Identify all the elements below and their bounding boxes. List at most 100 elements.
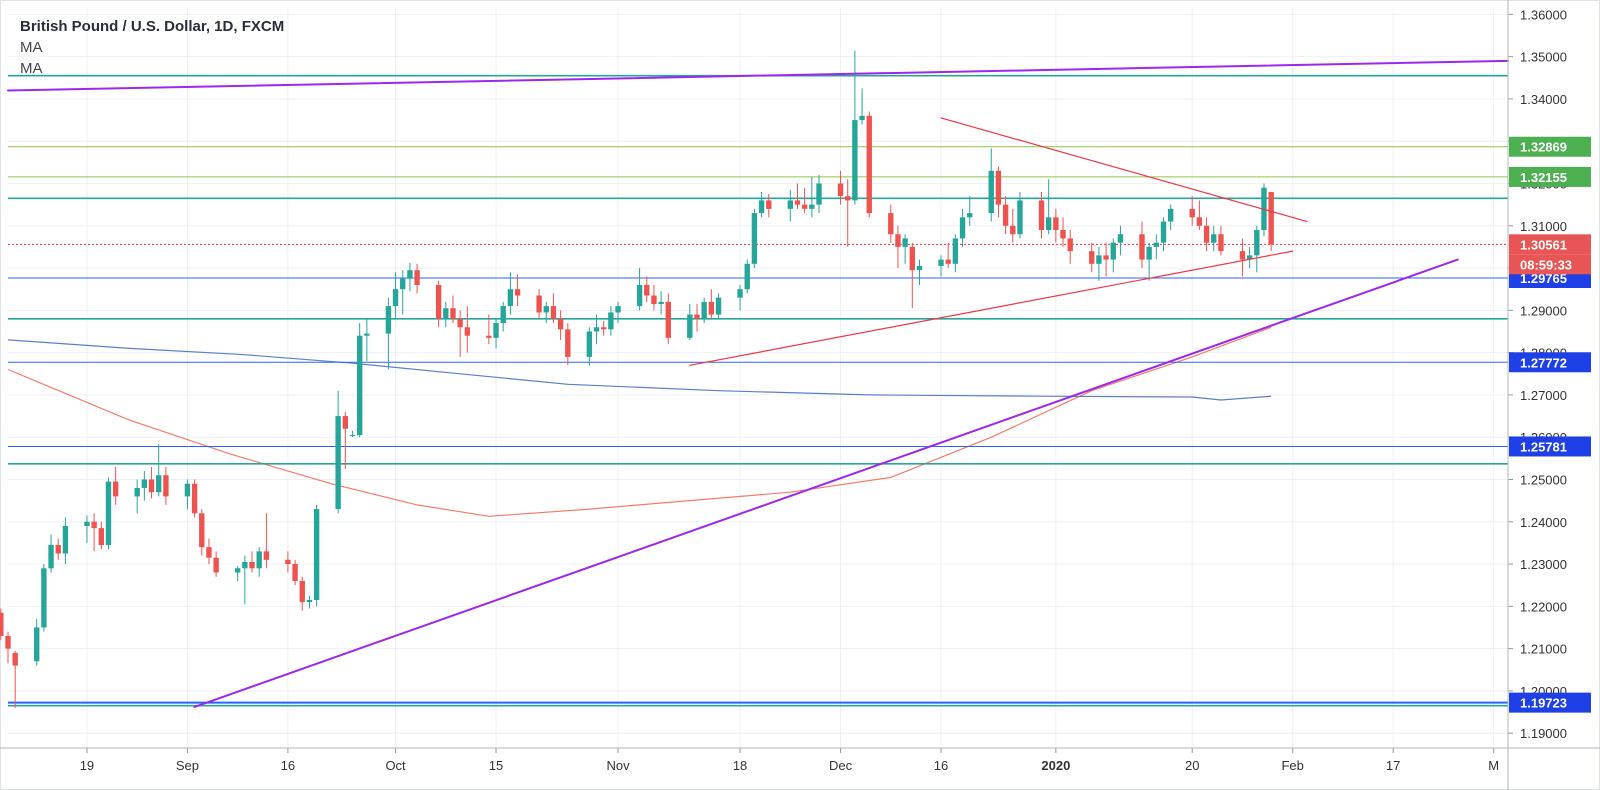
- candle-body: [909, 246, 915, 271]
- candle: [1254, 225, 1260, 273]
- moving-average-line: [7, 326, 1272, 517]
- countdown-box: [1509, 254, 1591, 275]
- candle: [234, 566, 241, 581]
- candle: [213, 551, 219, 577]
- candle: [938, 255, 944, 277]
- candle-body: [866, 115, 872, 214]
- candle-body: [356, 335, 363, 436]
- candle-body: [292, 564, 298, 581]
- candle: [665, 293, 671, 345]
- y-tick-label: 1.22000: [1520, 599, 1567, 614]
- candle: [457, 310, 463, 357]
- candle: [435, 280, 442, 328]
- candle-body: [1160, 221, 1167, 243]
- candle: [593, 314, 600, 345]
- candle-body: [701, 301, 707, 319]
- candle: [163, 466, 169, 505]
- x-tick-label: Dec: [829, 758, 853, 773]
- candle-body: [787, 200, 793, 209]
- candle-body: [163, 475, 169, 497]
- candle: [285, 551, 291, 573]
- candle: [895, 225, 901, 269]
- y-tick-label: 1.24000: [1520, 515, 1567, 530]
- candle: [959, 208, 966, 247]
- candle-body: [493, 323, 499, 338]
- candle: [902, 234, 908, 264]
- candle: [141, 471, 148, 501]
- candle: [256, 547, 262, 577]
- candle: [1089, 242, 1095, 273]
- price-label-text: 1.32869: [1520, 140, 1567, 155]
- candle-body: [256, 551, 262, 569]
- price-label-box: [1509, 436, 1591, 457]
- candle: [586, 327, 593, 366]
- candle-body: [593, 327, 600, 332]
- candle-body: [112, 481, 119, 497]
- candle: [91, 513, 97, 552]
- candle-body: [1045, 217, 1052, 230]
- candle-body: [1089, 251, 1095, 264]
- price-label-box: [1509, 166, 1591, 187]
- candle: [134, 479, 140, 514]
- chart-legend: British Pound / U.S. Dollar, 1D, FXCM MA…: [20, 16, 284, 79]
- candle-body: [313, 509, 320, 600]
- candle-body: [1203, 225, 1210, 243]
- candle: [249, 551, 255, 573]
- candle: [41, 564, 47, 632]
- candle: [356, 323, 363, 438]
- candle-body: [1196, 217, 1203, 226]
- legend-ma-1[interactable]: MA: [20, 39, 43, 56]
- y-tick-label: 1.29000: [1520, 303, 1567, 318]
- candle-body: [464, 327, 471, 336]
- candle: [801, 187, 808, 214]
- candle-body: [1153, 242, 1160, 247]
- candle: [888, 204, 894, 243]
- price-label: 1.25781: [1509, 436, 1591, 457]
- price-label-text: 1.19723: [1520, 696, 1567, 711]
- candle-body: [801, 204, 808, 209]
- candle: [536, 289, 542, 319]
- candle-body: [392, 289, 399, 307]
- y-tick-label: 1.19000: [1520, 726, 1567, 741]
- x-tick-label: 18: [733, 758, 747, 773]
- candle: [608, 306, 614, 336]
- candle-body: [737, 289, 743, 298]
- candle: [1002, 196, 1009, 235]
- y-tick-label: 1.34000: [1520, 92, 1567, 107]
- candle-body: [443, 308, 449, 319]
- candle-body: [636, 284, 643, 307]
- candle-body: [98, 528, 104, 546]
- candle: [1153, 234, 1160, 260]
- candle: [105, 477, 112, 550]
- candle-body: [758, 200, 765, 214]
- x-tick-label: Nov: [606, 758, 630, 773]
- candle: [0, 608, 4, 641]
- candle-body: [342, 416, 349, 429]
- candle-body: [364, 333, 370, 336]
- candle-body: [62, 526, 69, 554]
- candle: [967, 196, 973, 226]
- candle: [1045, 179, 1052, 235]
- legend-ma-2[interactable]: MA: [20, 60, 43, 77]
- candle-body: [285, 559, 291, 565]
- candle-body: [888, 213, 894, 235]
- candle: [1268, 191, 1274, 252]
- candle-body: [744, 263, 750, 290]
- candle-body: [1096, 255, 1102, 264]
- candle-body: [809, 204, 815, 209]
- candle: [112, 466, 119, 505]
- candle-body: [601, 327, 607, 330]
- price-label-text: 1.25781: [1520, 439, 1567, 454]
- y-tick-label: 1.31000: [1520, 219, 1567, 234]
- candle-body: [450, 308, 456, 319]
- x-tick-label: 20: [1185, 758, 1199, 773]
- price-label-box: [1509, 692, 1591, 713]
- candle-body: [1218, 234, 1224, 252]
- candle: [486, 314, 492, 345]
- label-layer: 1.32869 1.32155 1.30561 1.29765 1.27772 1.257…: [1509, 136, 1591, 713]
- candle-body: [751, 213, 758, 264]
- candle-body: [199, 513, 205, 548]
- candle-body: [1239, 251, 1246, 260]
